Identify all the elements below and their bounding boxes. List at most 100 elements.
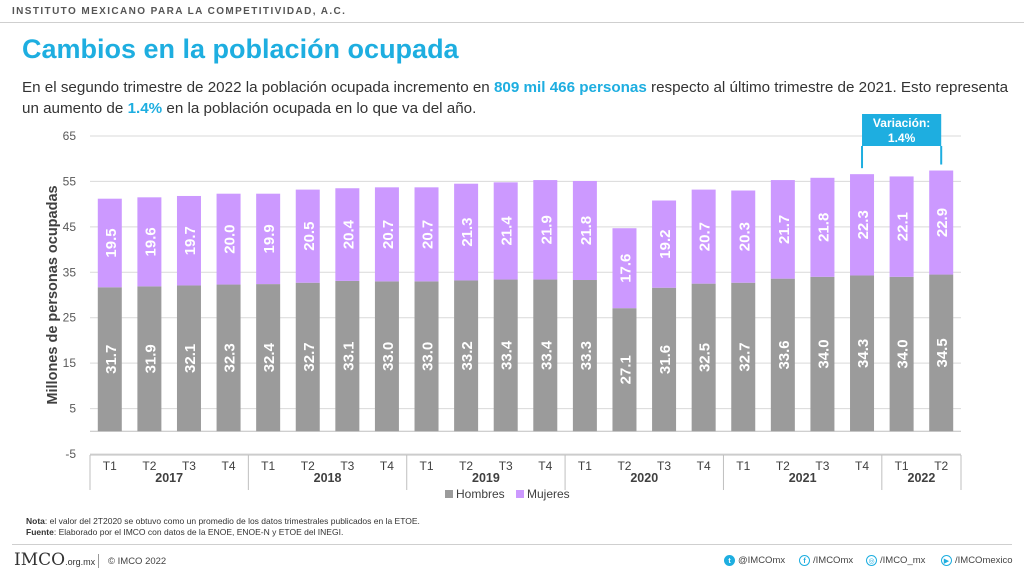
data-label-mujeres: 19.7 xyxy=(182,226,199,255)
data-label-hombres: 33.3 xyxy=(578,341,595,370)
bar-mujeres xyxy=(770,180,795,279)
header-divider xyxy=(0,22,1024,23)
y-tick-label: 25 xyxy=(63,311,77,325)
facebook-icon: f xyxy=(799,555,810,566)
legend-swatch-hombres xyxy=(445,490,453,498)
bar-hombres xyxy=(770,278,795,432)
data-label-mujeres: 21.9 xyxy=(538,215,555,244)
social-handle: @IMCOmx xyxy=(738,555,786,566)
x-tick-label: T2 xyxy=(459,459,473,473)
footer: IMCO.org.mx © IMCO 2022 t @IMCOmx f/IMCOm… xyxy=(0,550,1024,572)
data-label-hombres: 34.0 xyxy=(895,339,912,368)
x-tick-label: T1 xyxy=(578,459,592,473)
data-label-mujeres: 19.9 xyxy=(261,224,278,253)
social-twitter[interactable]: t @IMCOmx xyxy=(724,555,785,566)
x-tick-label: T1 xyxy=(736,459,750,473)
bar-hombres xyxy=(216,284,241,432)
data-label-mujeres: 20.7 xyxy=(697,222,714,251)
social-facebook[interactable]: f/IMCOmx xyxy=(799,555,853,566)
subtitle-highlight-persons: 809 mil 466 personas xyxy=(493,79,647,96)
bar-hombres xyxy=(731,282,756,432)
source-text: : Elaborado por el IMCO con datos de la … xyxy=(53,527,344,537)
social-handle: /IMCOmexico xyxy=(955,555,1013,566)
social-handle: /IMCO_mx xyxy=(880,555,926,566)
x-tick-label: T1 xyxy=(895,459,909,473)
bar-hombres xyxy=(572,280,597,432)
x-tick-label: T1 xyxy=(103,459,117,473)
x-tick-label: T2 xyxy=(776,459,790,473)
bar-hombres xyxy=(652,287,677,432)
bar-mujeres xyxy=(256,193,281,285)
year-label: 2022 xyxy=(908,471,936,485)
bar-mujeres xyxy=(414,187,439,282)
bar-hombres xyxy=(889,276,914,432)
variation-callout-box xyxy=(862,114,942,146)
bar-hombres xyxy=(493,279,518,432)
social-handle: /IMCOmx xyxy=(813,555,854,566)
x-tick-label: T2 xyxy=(617,459,631,473)
bar-mujeres xyxy=(691,189,716,284)
data-label-hombres: 32.7 xyxy=(736,342,753,371)
bar-mujeres xyxy=(889,176,914,277)
x-tick-label: T3 xyxy=(657,459,671,473)
year-label: 2017 xyxy=(155,471,183,485)
note-line: Nota: el valor del 2T2020 se obtuvo como… xyxy=(26,516,420,527)
x-tick-label: T2 xyxy=(142,459,156,473)
data-label-mujeres: 19.6 xyxy=(142,227,159,256)
data-label-hombres: 32.1 xyxy=(182,344,199,373)
copyright: © IMCO 2022 xyxy=(108,556,167,567)
logo-domain: .org.mx xyxy=(65,557,96,567)
data-label-mujeres: 21.4 xyxy=(499,216,516,246)
variation-callout-value: 1.4% xyxy=(888,131,916,145)
source-label: Fuente xyxy=(26,527,54,537)
x-tick-label: T4 xyxy=(855,459,869,473)
y-tick-label: -5 xyxy=(65,447,76,461)
legend-swatch-mujeres xyxy=(516,490,524,498)
x-tick-label: T3 xyxy=(182,459,196,473)
y-tick-label: 35 xyxy=(63,265,77,279)
data-label-hombres: 34.3 xyxy=(855,339,872,368)
bar-hombres xyxy=(137,286,162,432)
x-tick-label: T4 xyxy=(697,459,711,473)
y-tick-label: 65 xyxy=(63,129,77,143)
social-youtube[interactable]: ▶/IMCOmexico xyxy=(941,555,1013,566)
chart-notes: Nota: el valor del 2T2020 se obtuvo como… xyxy=(26,516,420,538)
bar-hombres xyxy=(454,280,479,432)
variation-callout-label: Variación: xyxy=(873,116,930,130)
data-label-hombres: 31.6 xyxy=(657,345,674,374)
bar-mujeres xyxy=(295,189,320,283)
bar-hombres xyxy=(295,282,320,432)
subtitle: En el segundo trimestre de 2022 la pobla… xyxy=(22,77,1012,119)
logo-text: IMCO xyxy=(14,550,66,570)
data-label-hombres: 34.0 xyxy=(815,339,832,368)
x-tick-label: T4 xyxy=(222,459,236,473)
data-label-hombres: 32.7 xyxy=(301,342,318,371)
x-tick-label: T2 xyxy=(301,459,315,473)
data-label-hombres: 32.5 xyxy=(697,343,714,372)
x-tick-label: T1 xyxy=(261,459,275,473)
bar-mujeres xyxy=(97,198,122,288)
bar-mujeres xyxy=(335,188,360,281)
x-tick-label: T2 xyxy=(934,459,948,473)
bar-mujeres xyxy=(731,190,756,283)
bar-mujeres xyxy=(176,195,201,286)
instagram-icon: ◎ xyxy=(866,555,877,566)
data-label-mujeres: 22.9 xyxy=(934,208,951,237)
data-label-hombres: 32.4 xyxy=(261,342,278,372)
data-label-mujeres: 20.7 xyxy=(420,220,437,249)
bar-hombres xyxy=(374,281,399,432)
legend-label-hombres: Hombres xyxy=(456,487,505,501)
source-line: Fuente: Elaborado por el IMCO con datos … xyxy=(26,527,420,538)
social-instagram[interactable]: ◎/IMCO_mx xyxy=(866,555,925,566)
data-label-hombres: 27.1 xyxy=(617,355,634,384)
x-tick-label: T3 xyxy=(340,459,354,473)
data-label-hombres: 33.2 xyxy=(459,341,476,370)
footer-divider xyxy=(12,544,1012,545)
page-title: Cambios en la población ocupada xyxy=(22,34,459,64)
data-label-mujeres: 21.7 xyxy=(776,215,793,244)
bar-hombres xyxy=(256,284,281,432)
year-label: 2020 xyxy=(630,471,658,485)
data-label-hombres: 33.1 xyxy=(340,341,357,370)
imco-logo: IMCO.org.mx xyxy=(14,550,95,570)
